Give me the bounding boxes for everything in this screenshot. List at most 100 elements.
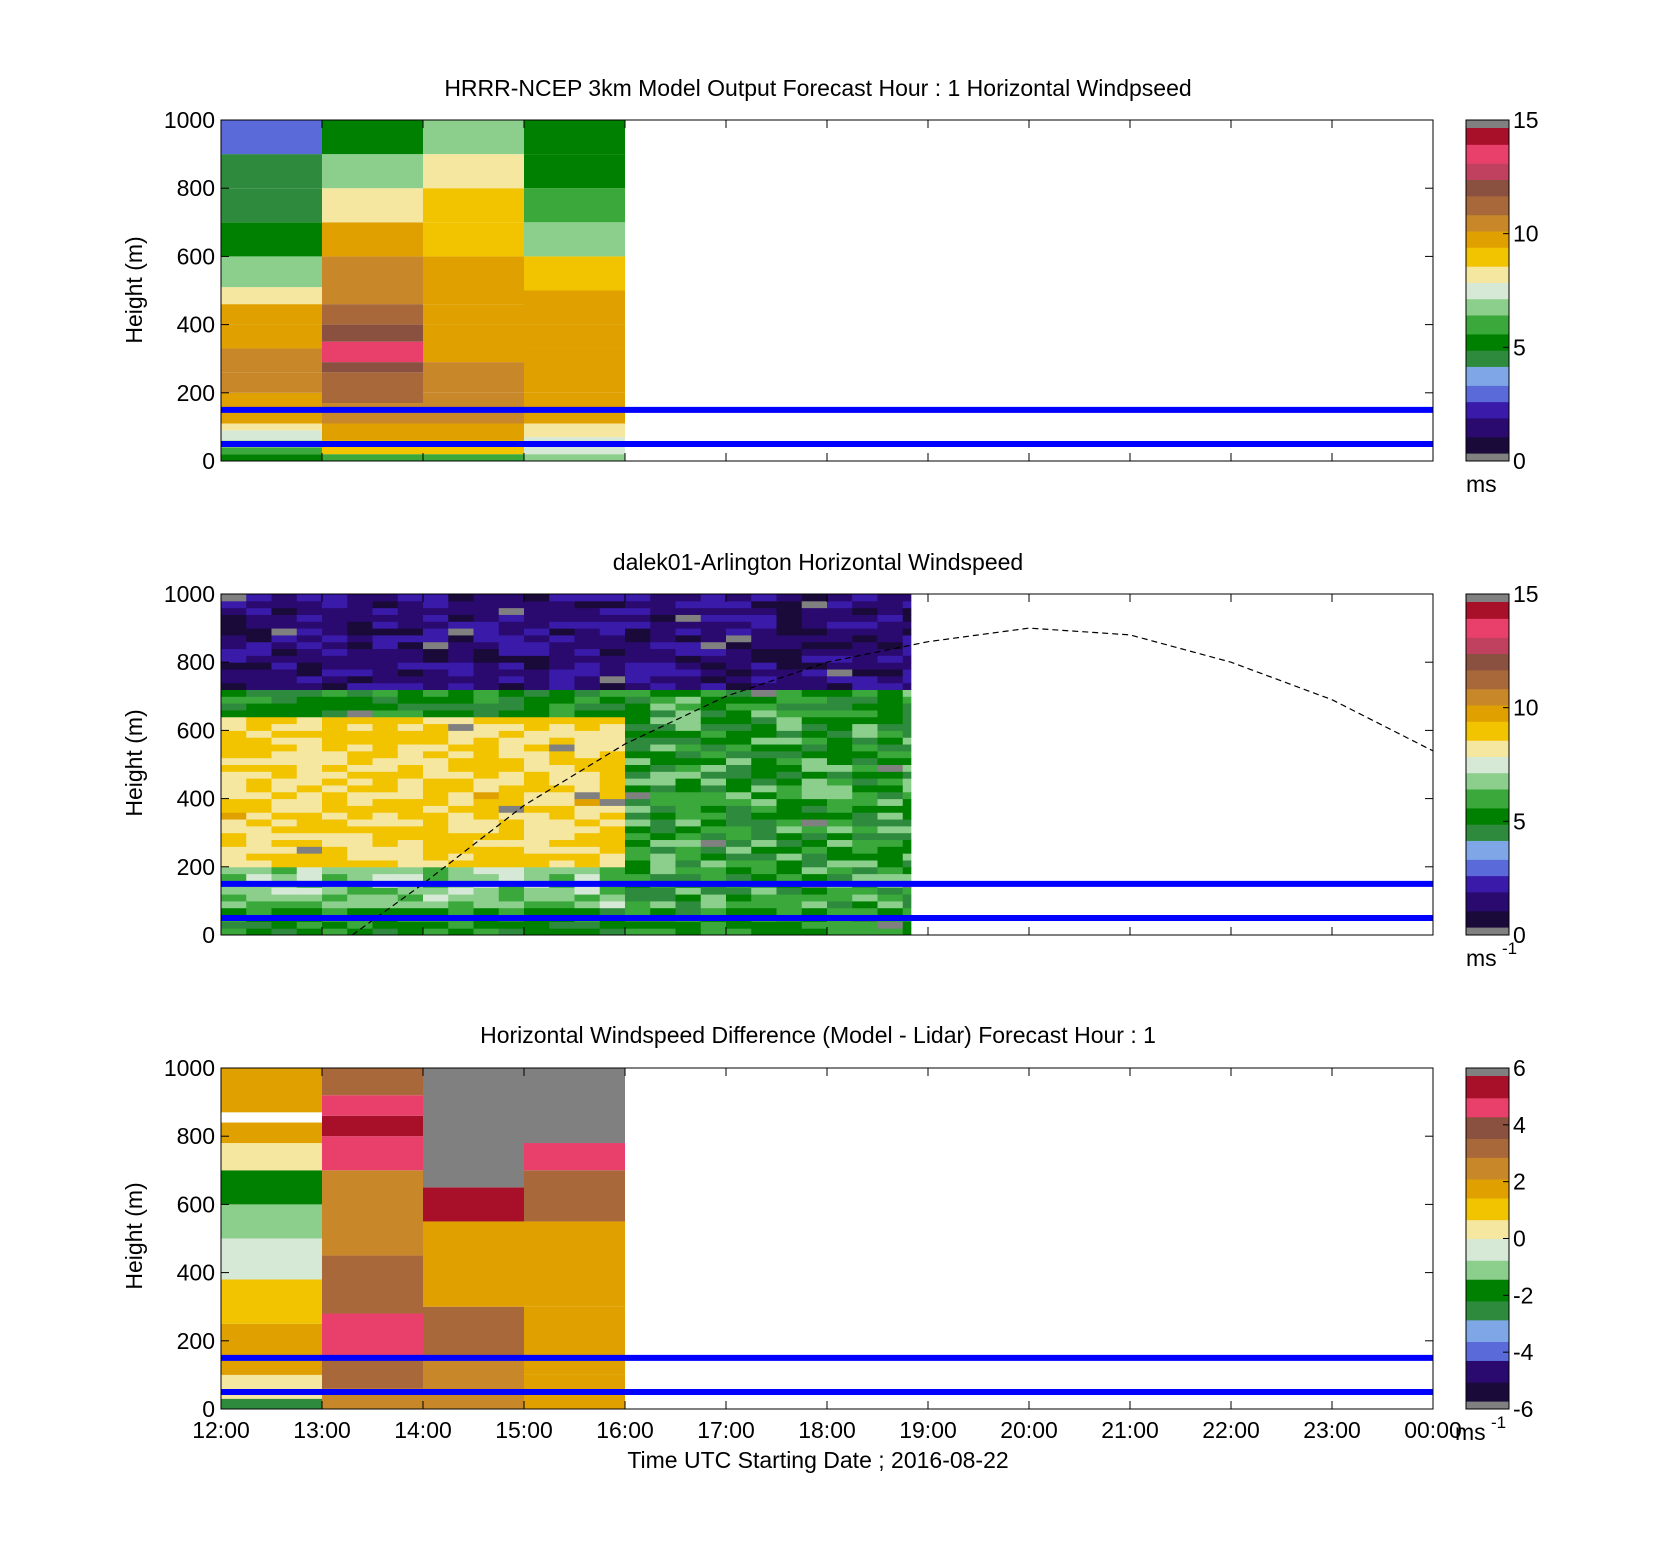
heatmap-cell (700, 859, 727, 868)
heatmap-cell (625, 805, 651, 813)
heatmap-cell (448, 675, 474, 684)
colorbar-swatch (1466, 360, 1509, 365)
heatmap-cell (271, 859, 298, 868)
heatmap-cell (498, 655, 525, 663)
heatmap-cell (246, 853, 272, 861)
heatmap-cell (726, 846, 752, 854)
colorbar-swatch (1466, 1387, 1509, 1391)
colorbar-swatch (1466, 1178, 1509, 1183)
heatmap-cell (549, 853, 575, 861)
heatmap-cell (599, 866, 626, 875)
heatmap-cell (423, 1221, 524, 1307)
heatmap-cell (700, 832, 727, 841)
heatmap-cell (574, 655, 601, 663)
heatmap-cell (524, 621, 550, 629)
heatmap-cell (902, 784, 912, 793)
colorbar-swatch (1466, 133, 1509, 137)
colorbar-swatch (1466, 1363, 1509, 1367)
heatmap-cell (827, 798, 853, 806)
heatmap-cell (322, 1255, 423, 1314)
heatmap-cell (498, 928, 525, 936)
heatmap-cell (877, 819, 904, 827)
colorbar-swatch (1466, 889, 1509, 893)
colorbar-swatch (1466, 371, 1509, 376)
colorbar-swatch (1466, 425, 1509, 430)
colorbar-swatch (1466, 1254, 1509, 1259)
heatmap-cell (498, 825, 525, 834)
heatmap-cell (599, 907, 626, 916)
heatmap-cell (221, 894, 247, 902)
heatmap-cell (599, 832, 626, 841)
heatmap-cell (776, 839, 803, 847)
heatmap-cell (221, 1143, 322, 1171)
heatmap-cell (776, 655, 803, 663)
heatmap-cell (498, 662, 525, 670)
heatmap-cell (524, 866, 550, 875)
heatmap-cell (246, 764, 272, 772)
heatmap-cell (726, 907, 752, 916)
heatmap-cell (751, 689, 777, 697)
heatmap-cell (322, 372, 423, 404)
heatmap-cell (751, 887, 777, 895)
colorbar-swatch (1466, 274, 1509, 278)
heatmap-cell (549, 669, 575, 677)
heatmap-cell (650, 819, 676, 827)
heatmap-cell (498, 771, 525, 779)
colorbar-swatch (1466, 1146, 1509, 1150)
heatmap-cell (574, 839, 601, 847)
heatmap-cell (801, 928, 828, 936)
heatmap-cell (221, 641, 247, 650)
heatmap-cell (902, 716, 912, 725)
colorbar-swatch (1466, 417, 1509, 422)
heatmap-cell (296, 614, 323, 622)
colorbar-swatch (1466, 431, 1509, 435)
x-axis-label: Time UTC Starting Date ; 2016-08-22 (627, 1447, 1008, 1473)
heatmap-cell (524, 771, 550, 779)
heatmap-cell (322, 634, 348, 643)
heatmap-cell (801, 825, 828, 834)
colorbar-swatch (1466, 824, 1509, 828)
heatmap-cell (246, 846, 272, 854)
heatmap-cell (423, 634, 449, 643)
heatmap-cell (726, 853, 752, 861)
heatmap-cell (877, 716, 904, 725)
heatmap-cell (827, 900, 853, 909)
heatmap-cell (599, 764, 626, 772)
y-tick-label: 600 (177, 243, 215, 269)
heatmap-cell (221, 737, 247, 745)
heatmap-cell (574, 641, 601, 650)
heatmap-cell (574, 703, 601, 711)
colorbar-swatch (1466, 369, 1509, 373)
colorbar-swatch (1466, 1230, 1509, 1234)
heatmap-cell (423, 894, 449, 902)
colorbar-swatch (1466, 1268, 1509, 1272)
panel-title: HRRR-NCEP 3km Model Output Forecast Hour… (444, 75, 1191, 101)
heatmap-cell (423, 819, 449, 827)
heatmap-cell (498, 716, 525, 725)
heatmap-cell (827, 737, 853, 745)
heatmap-cell (877, 594, 904, 602)
colorbar-swatch (1466, 401, 1509, 405)
colorbar-swatch (1466, 707, 1509, 711)
heatmap-cell (726, 716, 752, 725)
heatmap-cell (296, 894, 323, 902)
heatmap-cell (902, 859, 912, 868)
heatmap-cell (448, 921, 474, 929)
heatmap-cell (271, 737, 298, 745)
heatmap-cell (574, 757, 601, 765)
heatmap-cell (801, 703, 828, 711)
heatmap-cell (549, 730, 575, 738)
colorbar-swatch (1466, 680, 1509, 684)
heatmap-cell (448, 846, 474, 854)
heatmap-cell (448, 757, 474, 765)
heatmap-cell (448, 716, 474, 725)
heatmap-cell (574, 825, 601, 834)
colorbar-swatch (1466, 1289, 1509, 1294)
colorbar-swatch (1466, 807, 1509, 812)
heatmap-cell (776, 832, 803, 841)
colorbar-swatch (1466, 385, 1509, 389)
heatmap-cell (397, 846, 424, 854)
heatmap-cell (423, 641, 449, 650)
heatmap-cell (827, 853, 853, 861)
heatmap-cell (726, 621, 752, 629)
